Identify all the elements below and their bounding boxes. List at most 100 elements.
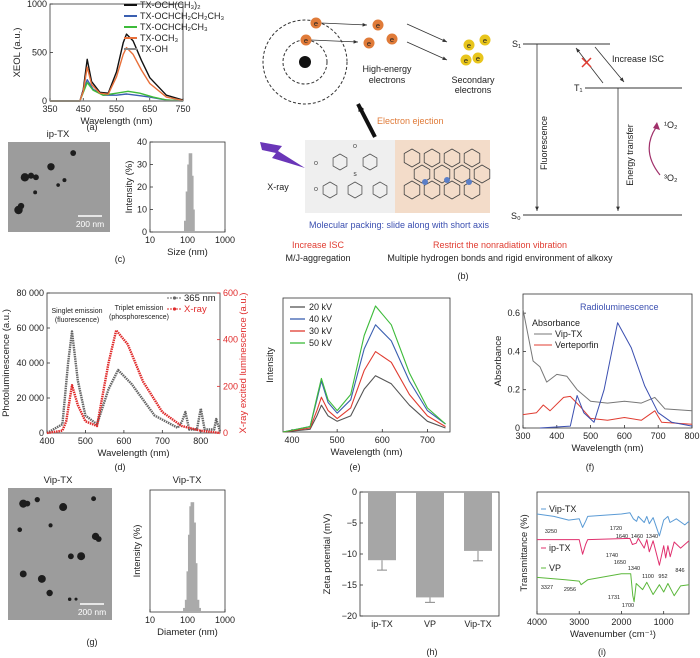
label: electrons — [455, 85, 492, 95]
y-tick-label: 1000 — [27, 0, 47, 9]
x-tick-label: 700 — [155, 436, 170, 446]
peak-annotation: 1340 — [646, 534, 658, 540]
nanoparticle — [56, 183, 60, 187]
x-tick-label: 800 — [684, 431, 699, 441]
nucleus — [299, 56, 311, 68]
y-tick-label: 500 — [32, 48, 47, 58]
isc-arrow — [594, 46, 625, 83]
y-axis-label: Zeta potential (mV) — [322, 514, 333, 595]
nanoparticle — [67, 553, 74, 560]
electron-symbol: e — [314, 19, 318, 28]
nanoparticle — [62, 178, 67, 183]
electron-symbol: e — [476, 54, 480, 63]
peak-annotation: 1100 — [642, 574, 654, 580]
series-x-ray — [46, 329, 221, 435]
x-tick-label: 500 — [330, 435, 345, 445]
secondary-electron — [463, 39, 475, 51]
peak-annotation: 1740 — [606, 553, 618, 559]
legend-label: TX-OH — [140, 44, 168, 54]
plot-frame — [536, 491, 690, 615]
histogram-bar — [193, 563, 198, 612]
energy-transfer-arrow-head — [616, 206, 620, 211]
series-radioluminescence — [539, 322, 693, 429]
inner-orbit — [282, 39, 328, 85]
packing-atom — [444, 177, 450, 183]
series-verteporfin — [522, 395, 693, 425]
nanoparticle — [27, 172, 35, 179]
series-tx-och- — [50, 46, 184, 102]
y-tick-label: 40 — [137, 137, 147, 147]
chart-a: 350 450 550 650 750 0 500 1000 Wavelength (nm) XE… — [12, 0, 224, 127]
annotation: Singlet emission — [52, 308, 103, 315]
label: Multiple hydrogen bonds and rigid enviro… — [387, 253, 613, 263]
nanoparticle — [70, 150, 77, 156]
x-tick-label: 650 — [142, 104, 157, 114]
nanoparticle — [33, 190, 38, 195]
nanoparticle — [34, 496, 40, 503]
fluorescence-label: Fluorescence — [539, 116, 549, 170]
x-tick-label: 400 — [549, 431, 564, 441]
annotation: Triplet emission — [115, 305, 164, 312]
y-tick-label: 20 — [137, 182, 147, 192]
electron-symbol: e — [464, 56, 468, 65]
orbit-electron — [300, 34, 312, 46]
chart-h: 0 −5 −10 −15 −20 Zeta potential (mV) ip-TX VP Vi… — [322, 487, 500, 629]
histogram-bar — [189, 175, 194, 232]
x-tick-label: 600 — [375, 435, 390, 445]
series-vip-tx — [536, 512, 690, 537]
legend-title: Absorbance — [532, 318, 580, 328]
series-20-kv — [282, 375, 446, 433]
panel-label-h: (h) — [427, 647, 438, 657]
label: electrons — [369, 75, 406, 85]
y-tick-label: 60 000 — [16, 323, 44, 333]
legend-label: 50 kV — [309, 338, 332, 348]
nanoparticle — [47, 163, 55, 171]
arrow-head — [442, 56, 447, 60]
panel-label-g: (g) — [87, 637, 98, 647]
label: High-energy — [362, 64, 412, 74]
nanoparticle — [17, 527, 23, 533]
x-tick-label: 550 — [109, 104, 124, 114]
electron-ejection-label: Electron ejection — [377, 116, 444, 126]
electron-ejection-arrow-head — [358, 104, 365, 112]
x-tick-label: 100 — [180, 235, 195, 245]
peak-annotation: 1731 — [608, 595, 620, 601]
electron-symbol: e — [304, 36, 308, 45]
peak-annotation: 1640 — [616, 534, 628, 540]
y-tick-label: −5 — [347, 518, 357, 528]
label: O — [314, 161, 318, 167]
nanoparticle — [91, 496, 97, 502]
y-axis-label: Intensity (%) — [132, 525, 143, 578]
legend-label: 20 kV — [309, 302, 332, 312]
x-tick-label: 100 — [180, 615, 195, 625]
series-365-nm — [46, 330, 222, 435]
packing-ring — [463, 148, 481, 168]
x-tick-label: 1000 — [215, 235, 235, 245]
electron-symbol: e — [483, 36, 487, 45]
x-tick-label: 10 — [145, 235, 155, 245]
secondary-electron — [472, 52, 484, 64]
y-tick-label: 10 — [137, 205, 147, 215]
peak-annotation: 846 — [675, 568, 684, 574]
legend-label: TX-OCH₃ — [140, 33, 178, 43]
legend-label: VP — [549, 563, 561, 573]
y-tick-label: 0 — [142, 227, 147, 237]
panel-label-g: (g) — [87, 637, 98, 647]
y-tick-label: 0 — [352, 487, 357, 497]
label: ¹O₂ — [664, 120, 678, 130]
benzene-ring — [372, 181, 388, 199]
label: S₀ — [511, 211, 521, 221]
x-axis-label: Wavelength (nm) — [572, 443, 644, 454]
micrograph-c: ip-TX 200 nm — [8, 129, 110, 232]
x-tick-label: 2000 — [611, 617, 631, 627]
legend-label: 365 nm — [184, 293, 216, 304]
high-energy-electron — [372, 19, 384, 31]
panel-label-a: (a) — [87, 122, 98, 132]
x-axis-label: Size (nm) — [167, 247, 208, 258]
x-tick-label: 1000 — [654, 617, 674, 627]
panel-label-i: (i) — [598, 647, 606, 657]
tem-image — [8, 488, 112, 620]
chart-d: 400 500 600 700 800 0 20 000 40 000 60 000 80 000… — [1, 288, 249, 459]
panel-label-f: (f) — [586, 462, 595, 472]
